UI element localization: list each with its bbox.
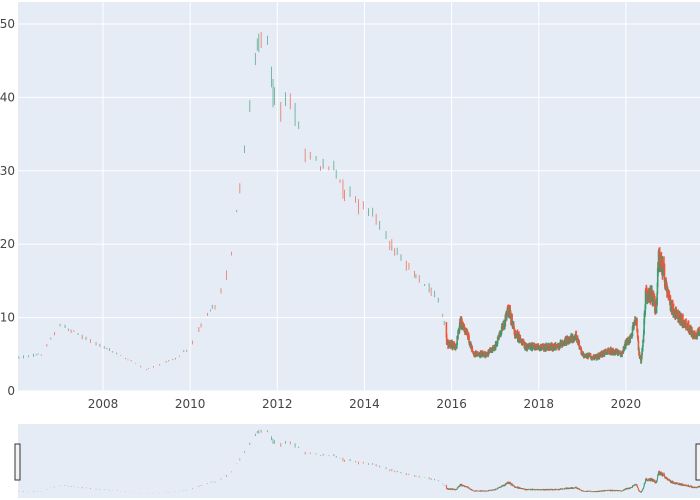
range-slider-background <box>18 424 700 498</box>
x-tick-label: 2010 <box>175 397 206 411</box>
x-tick-label: 2008 <box>88 397 119 411</box>
range-slider[interactable] <box>14 424 700 498</box>
y-tick-label: 20 <box>0 237 15 251</box>
x-axis: 2008 2010 2012 2014 2016 2018 2020 <box>88 397 641 411</box>
x-tick-label: 2020 <box>611 397 642 411</box>
y-gridlines <box>18 23 700 392</box>
y-tick-label: 30 <box>0 164 15 178</box>
y-axis: 0 10 20 30 40 50 <box>0 17 15 398</box>
candlestick-series <box>18 32 700 371</box>
x-tick-label: 2018 <box>523 397 554 411</box>
y-tick-label: 40 <box>0 90 15 104</box>
x-tick-label: 2012 <box>262 397 293 411</box>
y-tick-label: 50 <box>0 17 15 31</box>
range-slider-left-handle[interactable] <box>14 443 21 481</box>
y-tick-label: 0 <box>7 384 15 398</box>
x-gridlines <box>102 2 627 391</box>
range-slider-right-handle[interactable] <box>695 443 700 481</box>
range-slider-preview <box>18 429 700 495</box>
y-tick-label: 10 <box>0 311 15 325</box>
plot-background <box>18 2 700 391</box>
x-tick-label: 2014 <box>349 397 380 411</box>
x-tick-label: 2016 <box>436 397 467 411</box>
